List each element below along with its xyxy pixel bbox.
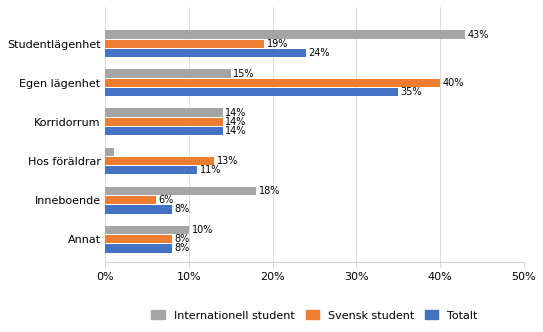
Bar [105, 166, 198, 175]
Bar [105, 196, 156, 204]
Text: 35%: 35% [401, 87, 422, 97]
Bar [105, 40, 264, 48]
Bar [105, 69, 231, 78]
Text: 11%: 11% [200, 165, 222, 175]
Bar [105, 205, 172, 213]
Bar [105, 226, 189, 234]
Text: 43%: 43% [468, 30, 489, 40]
Text: 19%: 19% [267, 39, 288, 49]
Text: 18%: 18% [258, 186, 280, 196]
Text: 14%: 14% [225, 117, 247, 127]
Text: 15%: 15% [233, 69, 255, 79]
Text: 24%: 24% [309, 48, 330, 58]
Text: 13%: 13% [217, 156, 238, 166]
Text: 40%: 40% [443, 78, 464, 88]
Bar [105, 49, 306, 57]
Text: 8%: 8% [175, 204, 190, 214]
Bar [105, 31, 465, 39]
Text: 6%: 6% [158, 195, 173, 205]
Text: 10%: 10% [192, 225, 213, 235]
Bar [105, 147, 114, 156]
Text: 14%: 14% [225, 126, 247, 136]
Bar [105, 244, 172, 253]
Text: 8%: 8% [175, 234, 190, 244]
Bar [105, 235, 172, 243]
Bar [105, 157, 214, 165]
Bar [105, 187, 256, 195]
Text: 14%: 14% [225, 108, 247, 118]
Text: 8%: 8% [175, 243, 190, 253]
Bar [105, 88, 398, 96]
Bar [105, 118, 223, 126]
Legend: Internationell student, Svensk student, Totalt: Internationell student, Svensk student, … [147, 306, 482, 325]
Bar [105, 127, 223, 135]
Bar [105, 109, 223, 117]
Bar [105, 79, 440, 87]
